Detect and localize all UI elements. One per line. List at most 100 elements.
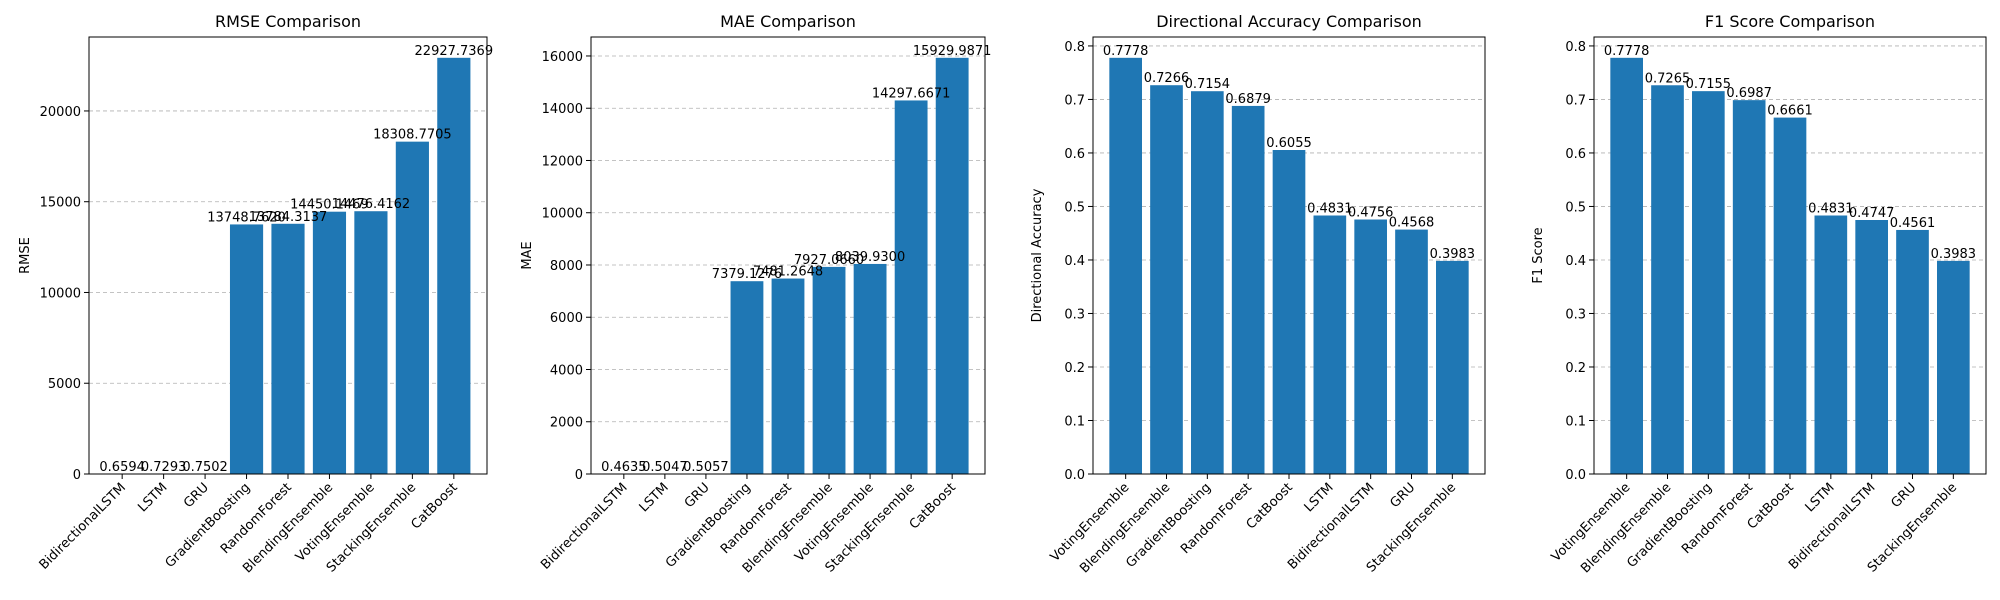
data-label: 0.7155 <box>1686 77 1732 92</box>
y-tick-label: 0.1 <box>1565 414 1586 429</box>
chart-title: MAE Comparison <box>720 12 856 31</box>
y-tick-label: 0 <box>575 468 583 483</box>
data-label: 0.3983 <box>1430 247 1476 262</box>
data-label: 0.7266 <box>1144 71 1190 86</box>
data-label: 0.4831 <box>1307 202 1353 217</box>
bar <box>1272 150 1306 474</box>
bar <box>271 223 305 474</box>
bar <box>312 211 347 474</box>
bar <box>771 278 805 474</box>
data-label: 0.7154 <box>1185 77 1231 92</box>
data-label: 0.5057 <box>683 460 729 475</box>
bar <box>1354 219 1387 474</box>
bar <box>1109 57 1142 474</box>
y-tick-label: 5000 <box>48 377 81 392</box>
y-tick-label: 10000 <box>40 286 81 301</box>
y-axis-label: Directional Accuracy <box>1030 188 1045 322</box>
data-label: 0.6055 <box>1266 136 1312 151</box>
y-tick-label: 0.3 <box>1064 307 1085 322</box>
bar <box>395 141 429 475</box>
y-tick-label: 6000 <box>550 311 583 326</box>
data-label: 18308.7705 <box>373 128 452 143</box>
data-label: 15929.9871 <box>913 44 992 59</box>
data-label: 7927.0660 <box>794 253 864 268</box>
y-tick-label: 0.0 <box>1565 468 1586 483</box>
data-label: 0.5047 <box>642 460 688 475</box>
y-tick-label: 16000 <box>542 50 583 65</box>
data-label: 0.7778 <box>1103 44 1149 59</box>
bar <box>1150 85 1183 474</box>
y-tick-label: 0.7 <box>1064 93 1085 108</box>
y-axis-label: F1 Score <box>1531 227 1546 283</box>
chart-title: F1 Score Comparison <box>1705 12 1875 31</box>
bar <box>1313 215 1347 475</box>
y-tick-label: 10000 <box>542 207 583 222</box>
chart-title: Directional Accuracy Comparison <box>1156 12 1422 31</box>
bar <box>1610 57 1643 474</box>
data-label: 8039.9300 <box>835 250 905 265</box>
y-tick-label: 0.3 <box>1565 307 1586 322</box>
y-axis-label: RMSE <box>18 237 33 274</box>
y-tick-label: 0.6 <box>1565 147 1586 162</box>
y-tick-label: 0.8 <box>1565 40 1586 55</box>
data-label: 13784.3137 <box>249 210 328 225</box>
y-tick-label: 2000 <box>550 416 583 431</box>
bar <box>1191 91 1224 475</box>
data-label: 13748.7620 <box>207 210 286 225</box>
y-tick-label: 0.8 <box>1064 40 1085 55</box>
bar <box>1896 229 1929 474</box>
data-label: 0.4561 <box>1890 216 1936 231</box>
data-label: 0.6661 <box>1767 104 1813 119</box>
bar <box>1855 219 1888 474</box>
data-label: 0.4568 <box>1389 216 1435 231</box>
bar <box>1773 117 1807 475</box>
data-label: 14450.1469 <box>290 198 369 213</box>
data-label: 0.4831 <box>1808 202 1854 217</box>
data-label: 7379.1276 <box>712 267 782 282</box>
bar <box>1436 260 1469 474</box>
y-tick-label: 0 <box>73 468 81 483</box>
bar <box>1231 105 1265 474</box>
bar <box>730 281 764 474</box>
y-tick-label: 0.6 <box>1064 147 1085 162</box>
y-tick-label: 12000 <box>542 154 583 169</box>
y-tick-label: 0.0 <box>1064 468 1085 483</box>
data-label: 14297.6671 <box>872 86 951 101</box>
data-label: 7481.2648 <box>753 265 823 280</box>
data-label: 22927.7369 <box>415 44 494 59</box>
bar <box>229 224 264 474</box>
y-tick-label: 20000 <box>40 105 81 120</box>
y-tick-label: 0.2 <box>1565 361 1586 376</box>
y-tick-label: 14000 <box>542 102 583 117</box>
data-label: 14476.4162 <box>332 197 411 212</box>
data-label: 0.4756 <box>1348 206 1394 221</box>
bar <box>1395 229 1428 474</box>
data-label: 0.7502 <box>182 460 228 475</box>
bar <box>812 266 846 474</box>
data-label: 0.7293 <box>141 460 187 475</box>
y-tick-label: 0.2 <box>1064 361 1085 376</box>
y-tick-label: 0.4 <box>1064 254 1085 269</box>
bar <box>1692 91 1725 474</box>
bar <box>1732 100 1766 474</box>
y-axis-label: MAE <box>520 241 535 269</box>
bar <box>1937 260 1970 474</box>
data-label: 0.6879 <box>1225 92 1271 107</box>
chart-title: RMSE Comparison <box>215 12 361 31</box>
bar <box>354 211 388 475</box>
data-label: 0.4635 <box>601 460 647 475</box>
y-tick-label: 0.5 <box>1565 200 1586 215</box>
data-label: 0.6594 <box>99 460 145 475</box>
bar <box>1651 85 1684 475</box>
bar <box>894 100 928 475</box>
bar <box>935 57 969 474</box>
y-tick-label: 0.4 <box>1565 254 1586 269</box>
data-label: 0.6987 <box>1726 86 1772 101</box>
y-tick-label: 8000 <box>550 259 583 274</box>
y-tick-label: 0.7 <box>1565 93 1586 108</box>
data-label: 0.3983 <box>1931 247 1977 262</box>
data-label: 0.7265 <box>1645 71 1691 86</box>
y-tick-label: 0.1 <box>1064 414 1085 429</box>
